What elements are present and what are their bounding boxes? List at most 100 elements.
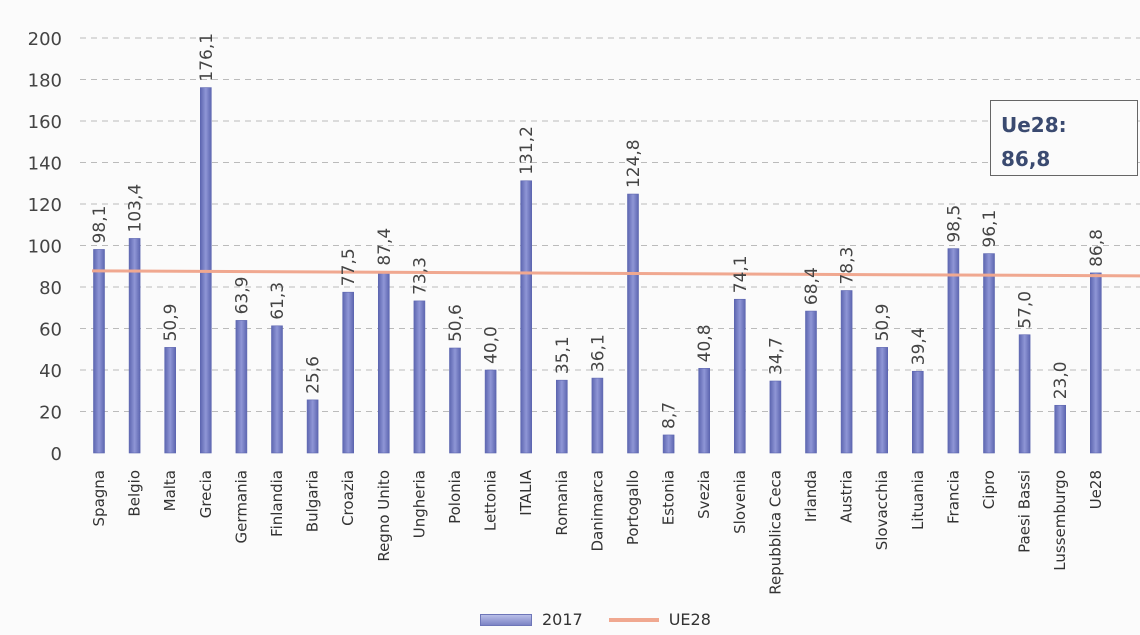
bar: [164, 347, 176, 454]
legend-bar-swatch: [480, 613, 532, 626]
bar: [377, 271, 390, 454]
legend-line-swatch: [608, 617, 659, 622]
x-tick-label: Estonia: [660, 470, 678, 525]
ue28-callout: Ue28: 86,8: [990, 100, 1138, 176]
bar: [271, 325, 283, 454]
bar: [93, 249, 105, 454]
y-tick-label: 140: [28, 154, 62, 175]
x-tick-label: Ue28: [1087, 470, 1105, 509]
bar: [947, 248, 960, 454]
data-label: 103,4: [126, 184, 146, 233]
x-axis: Spagna Belgio Malta Grecia Germania Finlandia…: [90, 469, 1105, 594]
callout-value: 86,8: [1001, 147, 1051, 171]
x-tick-label: Portogallo: [624, 470, 642, 545]
x-tick-label: Malta: [161, 470, 179, 511]
data-label: 23,0: [1051, 361, 1071, 399]
legend-line-label: UE28: [668, 610, 711, 629]
data-label: 131,2: [517, 126, 537, 175]
data-label: 73,3: [410, 257, 430, 295]
bar: [805, 310, 817, 454]
data-label: 8,7: [660, 402, 680, 429]
x-tick-label: Finlandia: [268, 470, 286, 537]
x-tick-label: Germania: [232, 470, 250, 543]
y-tick-label: 120: [28, 195, 62, 216]
bar: [235, 320, 248, 454]
y-tick-label: 160: [28, 112, 62, 133]
bar: [876, 347, 889, 454]
data-label: 74,1: [731, 255, 751, 293]
data-label: 50,9: [873, 304, 893, 342]
x-tick-label: Irlanda: [802, 470, 820, 522]
data-label: 50,6: [446, 304, 466, 342]
y-tick-label: 80: [39, 278, 62, 299]
bar: [484, 369, 497, 454]
bar: [1054, 404, 1066, 454]
x-tick-label: Repubblica Ceca: [766, 470, 784, 595]
x-tick-label: Slovacchia: [873, 470, 891, 550]
y-tick-label: 200: [28, 29, 62, 50]
data-label: 86,8: [1087, 229, 1107, 267]
x-tick-label: Lettonia: [482, 470, 500, 531]
x-tick-label: Grecia: [197, 470, 215, 518]
y-tick-label: 60: [39, 320, 62, 341]
bar: [983, 253, 995, 454]
bar: [733, 298, 746, 454]
data-label: 98,5: [944, 205, 964, 243]
data-labels: 98,1 103,4 50,9 176,1 63,9 61,3 25,6 77,5 87,4 73…: [90, 33, 1107, 429]
data-label: 63,9: [232, 277, 252, 315]
data-label: 39,4: [909, 327, 929, 365]
data-label: 61,3: [268, 282, 288, 320]
x-tick-label: Francia: [944, 470, 962, 524]
data-label: 68,4: [802, 267, 822, 305]
data-label: 50,9: [161, 304, 181, 342]
bar: [555, 379, 568, 454]
x-tick-label: Ungheria: [410, 470, 428, 538]
bar: [449, 347, 461, 454]
bar: [911, 370, 924, 454]
x-tick-label: Polonia: [446, 470, 464, 524]
x-tick-label: Paesi Bassi: [1016, 470, 1034, 553]
x-tick-label: Croazia: [339, 470, 357, 526]
bar: [128, 238, 141, 454]
x-tick-label: Romania: [553, 470, 571, 536]
x-tick-label: Lussemburgo: [1051, 470, 1069, 571]
ue28-average-line: [91, 269, 1140, 278]
x-tick-label: Regno Unito: [375, 470, 393, 562]
x-tick-label: Slovenia: [731, 470, 749, 534]
x-tick-label: Cipro: [980, 470, 998, 509]
x-tick-label: Spagna: [90, 470, 108, 526]
y-tick-label: 100: [28, 237, 62, 258]
data-label: 40,8: [695, 324, 715, 362]
x-tick-label: Lituania: [909, 470, 927, 530]
x-tick-label: Bulgaria: [304, 470, 322, 532]
x-tick-label: Danimarca: [588, 470, 606, 552]
data-label: 35,1: [553, 336, 573, 374]
x-tick-label: Austria: [838, 470, 856, 523]
y-tick-label: 40: [39, 361, 62, 382]
average-line-layer: [91, 269, 1140, 278]
bar: [627, 193, 639, 454]
y-tick-label: 20: [39, 403, 62, 424]
y-tick-label: 180: [28, 71, 62, 92]
bar: [1018, 334, 1031, 454]
data-label: 77,5: [339, 248, 359, 286]
data-label: 87,4: [375, 228, 395, 266]
y-axis: 0 20 40 60 80 100 120 140 160 180 200: [28, 29, 62, 465]
bar: [840, 290, 853, 454]
bar: [306, 399, 319, 454]
bar: [698, 368, 711, 454]
x-tick-label: Belgio: [126, 470, 144, 517]
bar: [342, 291, 355, 454]
bar: [769, 380, 782, 454]
callout-label: Ue28:: [1001, 113, 1067, 137]
legend: 2017 UE28: [480, 610, 711, 629]
y-tick-label: 0: [51, 444, 62, 465]
data-label: 176,1: [197, 33, 217, 82]
x-tick-label: Svezia: [695, 470, 713, 519]
bar: [662, 434, 675, 454]
data-label: 34,7: [766, 337, 786, 375]
bar: [591, 377, 604, 454]
data-label: 57,0: [1016, 291, 1036, 329]
bars: [93, 87, 1102, 454]
